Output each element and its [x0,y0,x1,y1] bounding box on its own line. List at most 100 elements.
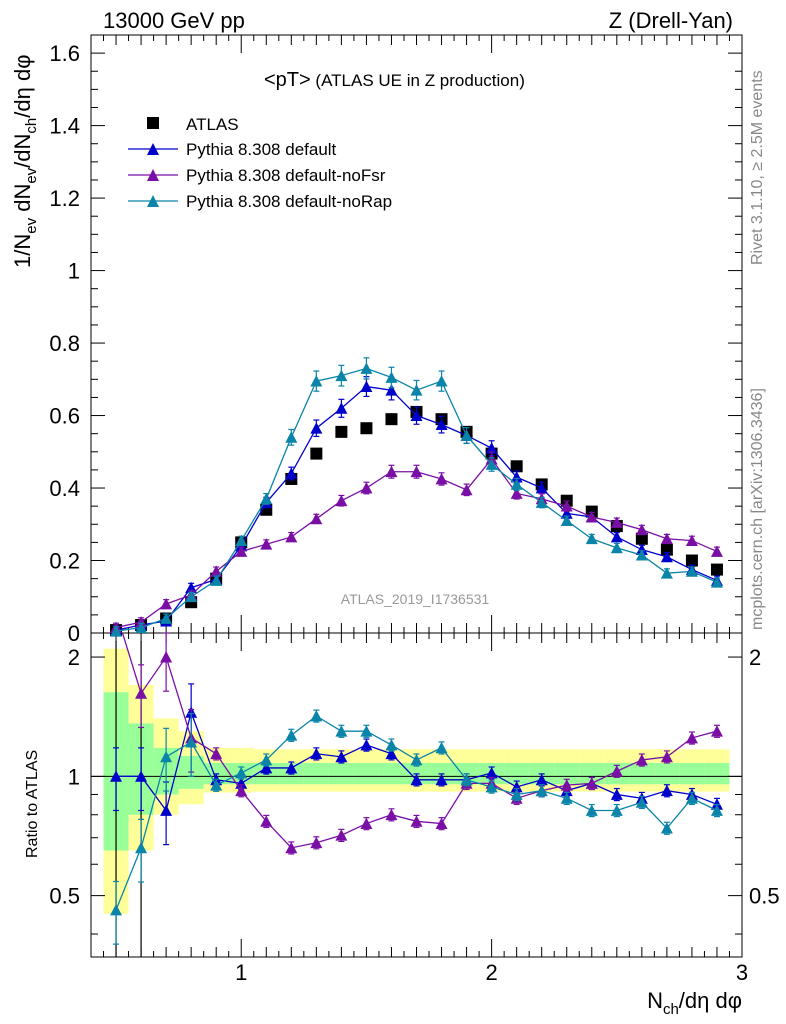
point-nofsr [385,465,398,478]
legend-label-atlas: ATLAS [186,115,239,134]
ratio-point-default [335,750,348,763]
point-norap [410,384,423,396]
point-atlas [635,532,648,545]
legend-label-norap: Pythia 8.308 default-noRap [186,192,392,211]
point-norap [635,549,648,561]
point-norap [285,431,298,443]
ratio-point-norap [685,792,698,804]
band-inner [579,762,605,785]
point-norap [610,541,623,554]
point-default [285,467,298,479]
ratio-point-default [435,773,448,786]
point-default [610,530,623,543]
point-nofsr [685,534,698,546]
point-norap [660,567,673,579]
ratio-y-tick-label: 1 [68,764,80,789]
ratio-point-norap [285,729,298,741]
ratio-y-tick-label: 2 [68,645,80,670]
legend-marker-nofsr [147,169,159,181]
ratio-point-norap [360,725,373,737]
point-norap [135,621,148,633]
ratio-point-norap [560,792,573,804]
point-nofsr [235,545,248,557]
y-tick-label: 0.2 [49,549,80,574]
x-tick-label: 2 [485,960,497,985]
ratio-point-default [485,766,498,779]
ratio-point-default [310,747,323,760]
analysis-id-label: ATLAS_2019_I1736531 [341,591,490,607]
rivet-version-label: Rivet 3.1.10, ≥ 2.5M events [749,70,766,265]
legend-entry-default: Pythia 8.308 default [128,140,337,159]
ratio-y-tick-label: 0.5 [49,884,80,909]
ratio-point-nofsr [135,687,148,699]
point-atlas [385,413,398,426]
point-norap [235,534,248,546]
ratio-point-nofsr [160,651,173,663]
ratio-point-default [510,780,523,793]
band-inner [303,762,329,785]
ratio-point-default [135,770,148,782]
plot-title: <pT> (ATLAS UE in Z production) [264,69,525,91]
ratio-point-norap [110,903,123,916]
ratio-point-norap [610,804,623,816]
ratio-point-norap [235,766,248,779]
ratio-point-norap [185,736,198,748]
band-inner [328,762,354,785]
ratio-point-norap [535,784,548,797]
ratio-point-default [610,788,623,800]
ratio-point-norap [135,841,148,854]
x-tick-label: 3 [736,960,748,985]
x-tick-labels: 1 2 3 [235,960,748,985]
y-tick-label: 0.6 [49,404,80,429]
point-atlas [710,563,723,576]
ratio-point-norap [260,753,273,766]
point-default [510,471,523,483]
point-norap [510,478,523,490]
point-norap [460,429,473,441]
plot-title-main: <pT> [264,69,311,91]
legend-entry-nofsr: Pythia 8.308 default-noFsr [128,166,386,185]
point-nofsr [410,465,423,478]
ratio-line-nofsr [121,633,718,849]
ratio-point-default [110,770,123,782]
legend-marker-default [147,143,159,155]
band-inner [378,762,404,785]
point-nofsr [635,523,648,536]
x-tick-label: 1 [235,960,247,985]
point-norap [335,369,348,382]
point-nofsr [210,565,223,577]
point-norap [160,612,173,624]
ratio-point-nofsr [235,784,248,797]
main-y-axis-label: 1/Nev dNev/dNch/dη dφ [10,55,40,268]
point-nofsr [710,545,723,557]
ratio-point-norap [710,804,723,816]
point-default [310,422,323,434]
ratio-point-nofsr [210,747,223,760]
ratio-point-norap [210,779,223,791]
ratio-point-nofsr [335,829,348,841]
point-default [485,442,498,454]
ratio-point-nofsr [285,841,298,854]
point-atlas [510,460,523,473]
legend-entry-norap: Pythia 8.308 default-noRap [128,192,392,211]
point-default [385,384,398,396]
point-default [360,380,373,392]
ratio-point-norap [460,773,473,786]
ratio-point-norap [435,741,448,754]
ratio-point-norap [660,822,673,834]
point-nofsr [510,487,523,499]
point-default [660,550,673,563]
ratio-point-norap [160,750,173,763]
point-norap [710,576,723,588]
point-nofsr [310,512,323,525]
ratio-point-nofsr [610,765,623,777]
point-norap [535,496,548,508]
point-norap [585,532,598,545]
ratio-point-norap [410,753,423,766]
ratio-point-nofsr [585,777,598,789]
point-nofsr [585,511,598,523]
y-tick-label: 1.6 [49,41,80,66]
ratio-point-nofsr [310,836,323,849]
point-norap [310,375,323,387]
point-default [535,482,548,494]
